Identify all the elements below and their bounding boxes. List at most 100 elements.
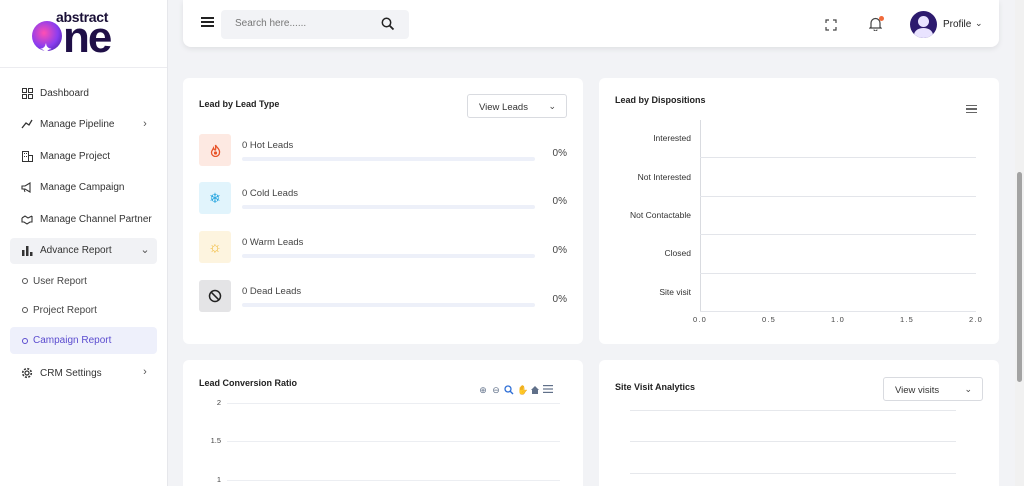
chart-category-label: Not Contactable [630,210,691,220]
chart-gridline [700,234,976,236]
logo-o-mark [32,21,62,73]
avatar[interactable] [910,11,937,38]
sidebar-item-campaign-report[interactable]: Campaign Report [10,327,157,354]
bar-chart-icon [20,244,34,258]
logo-text-one: ne [32,13,112,73]
chevron-down-icon: ⌄ [548,101,556,111]
chart-gridline [700,311,976,312]
lead-row-hot: 0 Hot Leads 0% [199,134,569,166]
lead-percent: 0% [552,196,567,207]
sidebar-item-project-report[interactable]: Project Report [10,298,157,322]
site-visit-card: Site Visit Analytics View visits ⌄ [599,360,999,486]
sidebar-item-manage-pipeline[interactable]: Manage Pipeline › [10,112,157,138]
snowflake-icon: ❄ [199,182,231,214]
pipeline-icon [20,118,34,132]
lead-type-card: Lead by Lead Type View Leads ⌄ 0 Hot Lea… [183,78,583,344]
sidebar-item-label: Dashboard [40,87,89,99]
sidebar-item-manage-project[interactable]: Manage Project [10,143,157,169]
sidebar-item-label: Manage Campaign [40,182,125,193]
chart-category-label: Interested [653,133,691,144]
chart-gridline [227,441,560,442]
lead-row-cold: ❄ 0 Cold Leads 0% [199,182,569,214]
chart-menu-icon[interactable] [966,105,977,113]
profile-label[interactable]: Profile [943,19,972,30]
logo-text-bottom: ne [63,13,112,62]
lead-percent: 0% [552,245,567,256]
magnifier-icon[interactable] [504,385,514,395]
chart-tick-label: 0.5 [761,315,777,324]
chart-gridline [700,272,976,274]
card-title: Site Visit Analytics [615,382,696,392]
pan-hand-icon[interactable]: ✋ [517,385,529,395]
sidebar-item-label: Manage Project [40,150,111,162]
sidebar-item-label: User Report [33,275,87,287]
dispositions-card: Lead by Dispositions Interested Not Inter… [599,78,999,344]
lead-row-warm: ☼ 0 Warm Leads 0% [199,231,569,263]
chart-tick-label: 2 [216,398,221,407]
notification-dot [879,16,884,21]
fullscreen-icon[interactable] [825,18,837,31]
home-icon[interactable] [530,385,540,395]
zoom-out-icon[interactable]: ⊖ [492,385,500,395]
chart-tick-label: 1.5 [210,436,221,445]
sidebar: abstract ne Dashboard Manage Pipeline › … [0,0,168,486]
sidebar-item-manage-channel-partner[interactable]: Manage Channel Partner [10,206,157,232]
zoom-in-icon[interactable]: ⊕ [479,385,487,395]
chevron-right-icon: › [143,366,147,378]
sidebar-item-dashboard[interactable]: Dashboard [10,80,157,106]
lead-label: 0 Dead Leads [242,286,302,297]
circle-icon [22,337,28,344]
search-icon[interactable] [381,17,395,31]
view-leads-dropdown[interactable]: View Leads ⌄ [467,94,567,118]
page-scrollbar[interactable] [1015,0,1024,486]
view-visits-dropdown[interactable]: View visits ⌄ [883,377,983,401]
scrollbar-thumb[interactable] [1017,172,1022,382]
bell-icon[interactable] [868,16,884,32]
sidebar-item-manage-campaign[interactable]: Manage Campaign [10,175,157,201]
lead-label: 0 Cold Leads [242,188,298,199]
chart-category-label: Not Interested [637,171,691,182]
chart-menu-icon[interactable] [543,385,553,395]
sidebar-item-label: Advance Report [40,245,112,256]
card-title: Lead by Dispositions [615,95,706,105]
chart-category-label: Closed [664,248,691,259]
sidebar-item-label: Manage Pipeline [40,119,115,130]
chevron-right-icon: › [143,117,147,130]
search-box [221,10,409,39]
lead-percent: 0% [552,148,567,159]
sidebar-item-label: Campaign Report [33,335,112,346]
circle-icon [22,307,28,313]
dashboard-icon [20,86,34,100]
sidebar-item-advance-report[interactable]: Advance Report ⌄ [10,237,157,264]
chart-gridline [630,410,956,411]
chart-gridline [227,480,560,481]
chart-category-label: Site visit [659,286,691,297]
lead-label: 0 Warm Leads [242,237,304,248]
chart-tick-label: 1.5 [899,315,915,324]
chart-tick-label: 0.0 [692,315,708,324]
building-icon [20,149,34,163]
hamburger-menu-icon[interactable] [201,17,214,27]
handshake-icon [20,212,34,226]
sidebar-item-crm-settings[interactable]: CRM Settings › [10,360,157,386]
logo[interactable]: abstract ne [0,0,167,73]
chart-gridline [227,403,560,404]
chart-tick-label: 2.0 [968,315,984,324]
chevron-down-icon: ⌄ [140,243,150,256]
chevron-down-icon[interactable]: ⌄ [975,18,983,28]
chart-gridline [630,441,956,442]
lead-progress-bar [242,303,535,307]
search-input[interactable] [235,18,375,29]
gear-icon [20,366,34,380]
chart-toolbar: ⊕ ⊖ ✋ [478,385,553,395]
chart-axis-line [700,120,701,312]
chevron-down-icon: ⌄ [964,384,972,394]
sidebar-nav: Dashboard Manage Pipeline › Manage Proje… [10,80,157,392]
lead-progress-bar [242,157,535,161]
dropdown-label: View visits [895,385,940,396]
dropdown-label: View Leads [479,102,528,113]
chart-gridline [700,157,976,159]
sidebar-item-user-report[interactable]: User Report [10,269,157,293]
chart-tick-label: 1 [216,475,221,484]
sun-icon: ☼ [199,231,231,263]
